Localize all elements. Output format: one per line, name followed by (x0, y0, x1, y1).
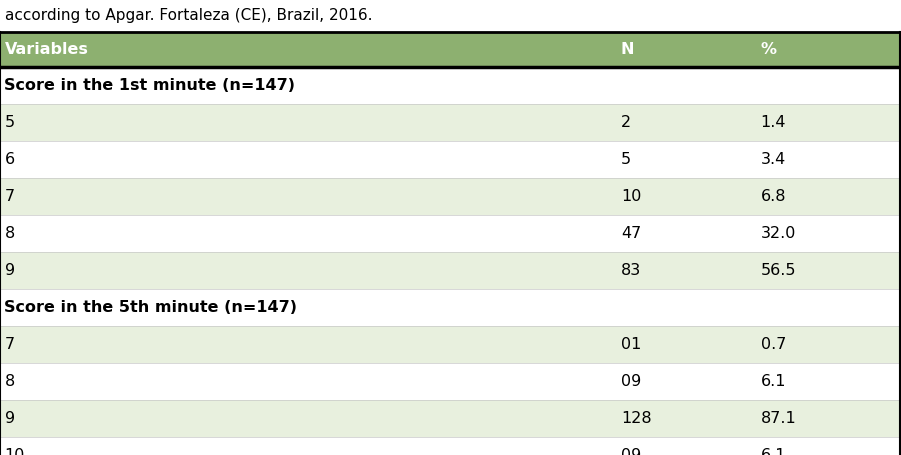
Text: 83: 83 (621, 263, 642, 278)
Text: 6.8: 6.8 (760, 189, 786, 204)
Text: 01: 01 (621, 337, 642, 352)
Text: Score in the 1st minute (n=147): Score in the 1st minute (n=147) (5, 78, 296, 93)
Text: 09: 09 (621, 448, 642, 455)
Text: 5: 5 (621, 152, 631, 167)
Text: 3.4: 3.4 (760, 152, 786, 167)
Bar (0, 67, 900, 104)
Text: 09: 09 (621, 374, 642, 389)
Bar (0, 178, 900, 215)
Text: 8: 8 (5, 226, 14, 241)
Text: 9: 9 (5, 263, 14, 278)
Text: N: N (621, 42, 634, 57)
Text: 47: 47 (621, 226, 642, 241)
Bar (0, 252, 900, 289)
Text: Score in the 5th minute (n=147): Score in the 5th minute (n=147) (5, 300, 297, 315)
Text: 7: 7 (5, 189, 14, 204)
Text: 87.1: 87.1 (760, 411, 796, 426)
Text: 6: 6 (5, 152, 14, 167)
Text: 2: 2 (621, 115, 631, 130)
Text: 56.5: 56.5 (760, 263, 796, 278)
Text: %: % (760, 42, 777, 57)
Text: 5: 5 (5, 115, 14, 130)
Bar (0, 326, 900, 363)
Bar (0, 141, 900, 178)
Bar (0, 104, 900, 141)
Text: 128: 128 (621, 411, 651, 426)
Text: 7: 7 (5, 337, 14, 352)
Text: 10: 10 (5, 448, 25, 455)
Bar (0, 363, 900, 400)
Bar (0, 215, 900, 252)
Bar (0, 32, 900, 67)
Bar (0, 437, 900, 455)
Text: 0.7: 0.7 (760, 337, 786, 352)
Bar (0, 289, 900, 326)
Text: 9: 9 (5, 411, 14, 426)
Text: 10: 10 (621, 189, 642, 204)
Text: according to Apgar. Fortaleza (CE), Brazil, 2016.: according to Apgar. Fortaleza (CE), Braz… (5, 8, 372, 23)
Text: 6.1: 6.1 (760, 448, 786, 455)
Text: 1.4: 1.4 (760, 115, 786, 130)
Text: 32.0: 32.0 (760, 226, 796, 241)
Bar (0, 400, 900, 437)
Text: Variables: Variables (5, 42, 88, 57)
Text: 6.1: 6.1 (760, 374, 786, 389)
Text: 8: 8 (5, 374, 14, 389)
